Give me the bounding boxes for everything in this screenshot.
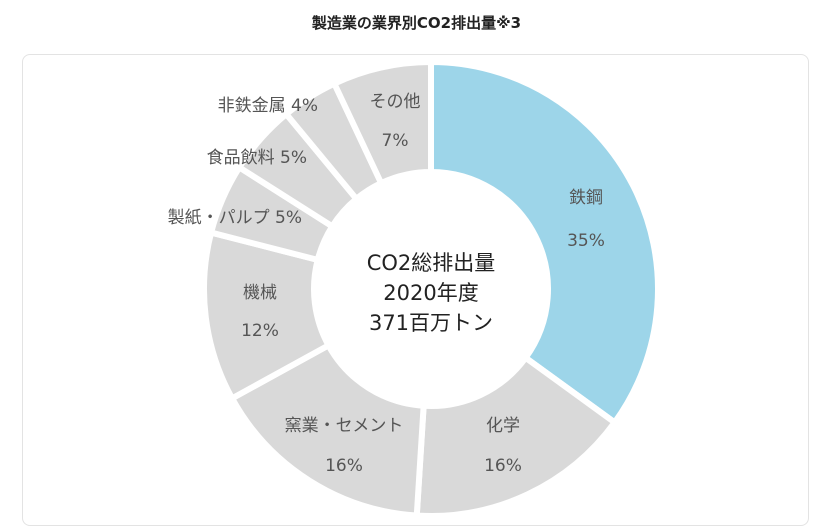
donut-slice [228,341,427,519]
chart-title: 製造業の業界別CO2排出量※3 [311,14,522,32]
slice-label: 化学 [486,416,520,436]
slice-label: 機械 [243,283,277,303]
slice-label: 35% [567,231,605,251]
center-label: CO2総排出量 [367,251,496,275]
slice-label: 窯業・セメント [285,416,404,436]
slice-label: 12% [241,321,279,341]
donut-slice [428,58,661,427]
donut-slice [330,58,434,188]
center-label: 2020年度 [383,281,478,305]
slice-label: 製紙・パルプ 5% [168,208,302,228]
slice-label: 非鉄金属 4% [218,96,318,116]
slice-label: 7% [382,131,409,151]
slice-label: 鉄鋼 [569,188,603,208]
slice-label: 16% [325,456,363,476]
donut-slice [413,353,619,519]
slice-label: 16% [484,456,522,476]
slice-label: その他 [370,92,421,112]
slice-label: 食品飲料 5% [207,148,307,168]
center-label: 371百万トン [369,311,493,335]
